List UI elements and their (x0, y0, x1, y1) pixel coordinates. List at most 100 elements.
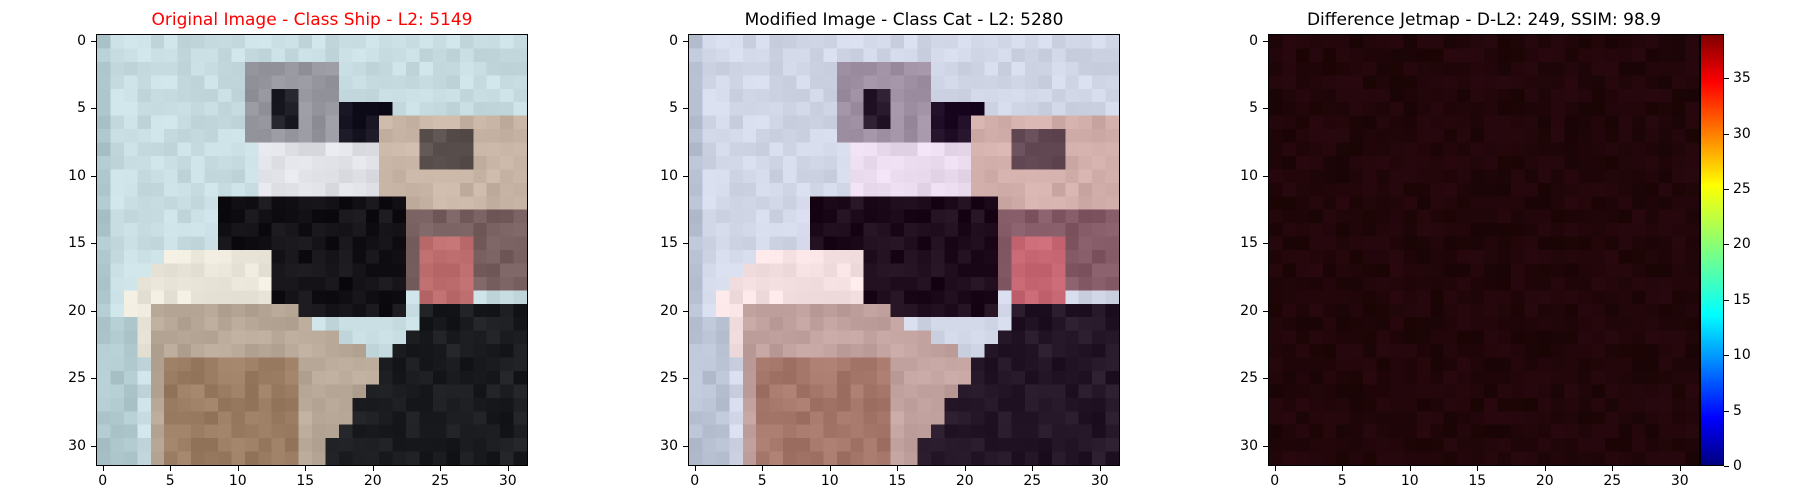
image-pixel (984, 48, 999, 63)
image-pixel (1551, 35, 1565, 49)
image-pixel (1403, 182, 1418, 197)
image-pixel (1470, 169, 1485, 184)
image-pixel (1591, 48, 1606, 63)
image-pixel (1416, 317, 1431, 331)
image-pixel (1430, 438, 1444, 452)
image-pixel (459, 75, 474, 90)
image-pixel (459, 196, 474, 210)
image-pixel (392, 357, 407, 372)
image-pixel (1457, 411, 1471, 425)
image-pixel (392, 424, 407, 439)
image-pixel (1078, 344, 1093, 358)
image-pixel (312, 276, 326, 291)
image-pixel (1430, 357, 1444, 372)
image-pixel (1309, 451, 1324, 465)
image-pixel (1269, 35, 1283, 49)
image-pixel (432, 276, 447, 291)
image-pixel (1685, 75, 1699, 90)
image-pixel (1282, 236, 1297, 251)
image-pixel (217, 155, 232, 170)
image-pixel (1658, 330, 1673, 345)
image-pixel (486, 142, 501, 157)
image-pixel (473, 303, 487, 318)
image-pixel (769, 88, 784, 103)
image-pixel (379, 102, 393, 116)
image-pixel (877, 209, 891, 224)
image-pixel (312, 303, 326, 318)
image-pixel (1011, 115, 1026, 130)
image-pixel (406, 344, 420, 358)
image-pixel (1403, 223, 1418, 237)
image-pixel (1105, 196, 1119, 210)
image-pixel (1685, 35, 1699, 49)
image-pixel (231, 155, 246, 170)
image-pixel (1282, 35, 1297, 49)
image-pixel (500, 330, 514, 345)
image-pixel (1497, 209, 1512, 224)
image-pixel (379, 155, 393, 170)
image-pixel (1011, 142, 1026, 157)
image-pixel (1457, 451, 1471, 465)
image-pixel (271, 357, 286, 372)
image-pixel (312, 142, 326, 157)
image-pixel (352, 61, 367, 76)
image-pixel (863, 303, 878, 318)
image-pixel (1631, 317, 1646, 331)
image-pixel (312, 35, 326, 49)
image-pixel (1024, 290, 1039, 305)
image-pixel (419, 276, 434, 291)
image-pixel (1349, 344, 1364, 358)
image-pixel (971, 303, 985, 318)
image-pixel (379, 129, 393, 143)
image-pixel (379, 142, 393, 157)
image-pixel (1376, 88, 1391, 103)
image-pixel (1524, 330, 1539, 345)
image-pixel (123, 182, 138, 197)
image-pixel (123, 290, 138, 305)
image-pixel (1105, 209, 1119, 224)
image-pixel (150, 182, 165, 197)
image-pixel (1416, 88, 1431, 103)
image-pixel (850, 370, 864, 385)
image-pixel (1497, 411, 1512, 425)
image-pixel (769, 263, 784, 278)
image-pixel (823, 35, 838, 49)
image-pixel (191, 451, 205, 465)
image-pixel (1510, 61, 1525, 76)
image-pixel (1551, 129, 1565, 143)
image-pixel (957, 397, 972, 412)
image-pixel (1403, 236, 1418, 251)
image-pixel (904, 61, 918, 76)
image-pixel (1470, 61, 1485, 76)
image-pixel (1336, 236, 1350, 251)
image-pixel (1578, 276, 1592, 291)
image-pixel (1051, 88, 1066, 103)
image-pixel (1484, 317, 1498, 331)
image-pixel (1024, 75, 1039, 90)
image-pixel (702, 169, 717, 184)
image-pixel (150, 290, 165, 305)
image-pixel (137, 263, 152, 278)
image-pixel (836, 397, 851, 412)
image-pixel (984, 370, 999, 385)
image-pixel (742, 438, 757, 452)
image-pixel (1024, 250, 1039, 264)
image-pixel (1051, 196, 1066, 210)
image-pixel (110, 182, 125, 197)
image-pixel (1011, 250, 1026, 264)
image-pixel (1336, 411, 1350, 425)
image-pixel (917, 169, 932, 184)
image-pixel (1484, 330, 1498, 345)
image-pixel (500, 102, 514, 116)
image-pixel (1092, 411, 1106, 425)
image-pixel (1336, 155, 1350, 170)
image-pixel (285, 357, 299, 372)
image-pixel (1564, 169, 1579, 184)
image-pixel (1537, 75, 1552, 90)
image-pixel (1685, 88, 1699, 103)
image-pixel (325, 209, 340, 224)
image-pixel (783, 129, 797, 143)
image-pixel (769, 384, 784, 399)
image-pixel (298, 411, 313, 425)
image-pixel (352, 115, 367, 130)
